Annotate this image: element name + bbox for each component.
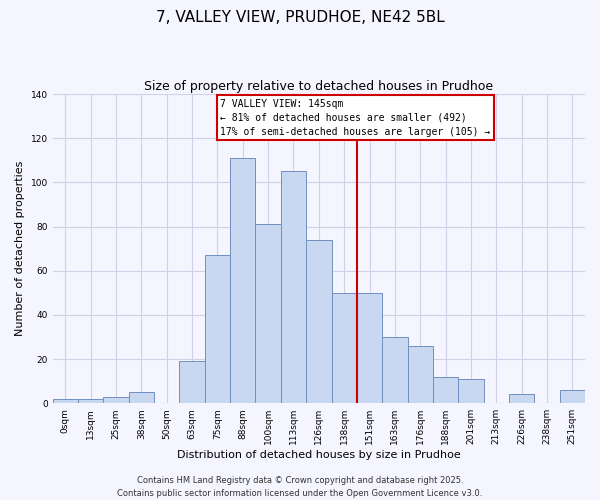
Bar <box>281 172 306 403</box>
Bar <box>129 392 154 403</box>
Bar <box>256 224 281 403</box>
Bar <box>407 346 433 403</box>
Bar <box>509 394 535 403</box>
Bar <box>382 337 407 403</box>
Bar <box>433 376 458 403</box>
Title: Size of property relative to detached houses in Prudhoe: Size of property relative to detached ho… <box>144 80 493 93</box>
Bar <box>205 256 230 403</box>
Bar <box>53 399 78 403</box>
Bar <box>357 293 382 403</box>
Text: 7, VALLEY VIEW, PRUDHOE, NE42 5BL: 7, VALLEY VIEW, PRUDHOE, NE42 5BL <box>155 10 445 25</box>
Bar <box>78 399 103 403</box>
Text: Contains HM Land Registry data © Crown copyright and database right 2025.
Contai: Contains HM Land Registry data © Crown c… <box>118 476 482 498</box>
Bar <box>560 390 585 403</box>
Y-axis label: Number of detached properties: Number of detached properties <box>15 161 25 336</box>
Text: 7 VALLEY VIEW: 145sqm
← 81% of detached houses are smaller (492)
17% of semi-det: 7 VALLEY VIEW: 145sqm ← 81% of detached … <box>220 98 490 136</box>
Bar <box>458 379 484 403</box>
X-axis label: Distribution of detached houses by size in Prudhoe: Distribution of detached houses by size … <box>177 450 461 460</box>
Bar <box>332 293 357 403</box>
Bar <box>230 158 256 403</box>
Bar <box>179 362 205 403</box>
Bar <box>306 240 332 403</box>
Bar <box>103 396 129 403</box>
